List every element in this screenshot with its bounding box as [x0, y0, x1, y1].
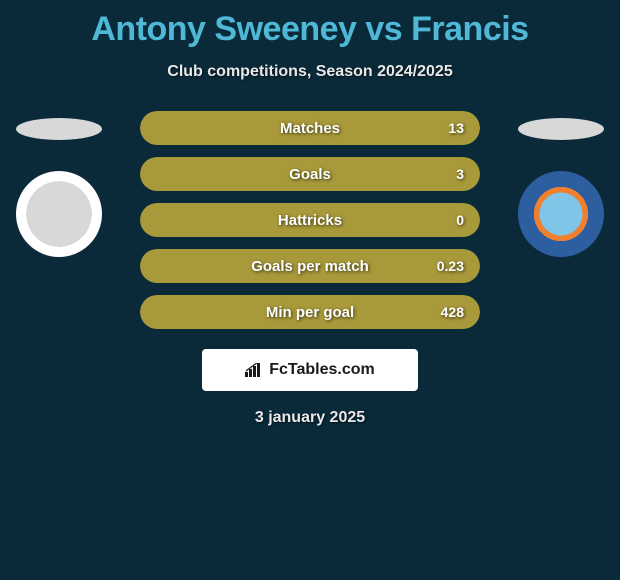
stat-row: Goals per match 0.23 [140, 249, 480, 283]
stat-row: Hattricks 0 [140, 203, 480, 237]
stat-label: Min per goal [140, 295, 480, 329]
stat-value: 0.23 [437, 249, 464, 283]
stat-label: Goals [140, 157, 480, 191]
club-crest-right [518, 171, 604, 257]
barchart-icon [245, 363, 263, 377]
stat-bars: Matches 13 Goals 3 Hattricks 0 Goals per… [140, 111, 480, 329]
club-crest-left [16, 171, 102, 257]
shadow-ellipse-right [518, 118, 604, 140]
stat-row: Goals 3 [140, 157, 480, 191]
comparison-panel: Matches 13 Goals 3 Hattricks 0 Goals per… [0, 111, 620, 329]
date-label: 3 january 2025 [0, 409, 620, 427]
shadow-ellipse-left [16, 118, 102, 140]
stat-value: 13 [448, 111, 464, 145]
page-title: Antony Sweeney vs Francis [0, 0, 620, 49]
stat-row: Matches 13 [140, 111, 480, 145]
stat-label: Hattricks [140, 203, 480, 237]
brand-label: FcTables.com [269, 361, 375, 379]
stat-value: 3 [456, 157, 464, 191]
stat-value: 0 [456, 203, 464, 237]
subtitle: Club competitions, Season 2024/2025 [0, 63, 620, 81]
stat-label: Goals per match [140, 249, 480, 283]
stat-label: Matches [140, 111, 480, 145]
stat-row: Min per goal 428 [140, 295, 480, 329]
brand-box: FcTables.com [202, 349, 418, 391]
stat-value: 428 [441, 295, 464, 329]
